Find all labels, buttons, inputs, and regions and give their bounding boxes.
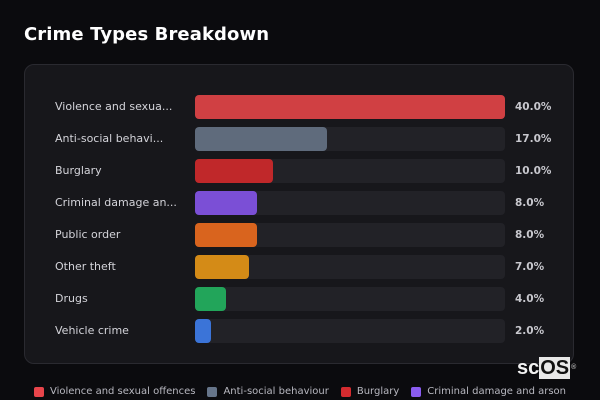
bar-label: Burglary xyxy=(55,164,102,177)
bar-value: 40.0% xyxy=(515,101,552,113)
bar-fill[interactable] xyxy=(195,287,226,311)
bar-value: 17.0% xyxy=(515,133,552,145)
bar-label: Anti-social behavi... xyxy=(55,132,164,145)
registered-icon: ® xyxy=(571,364,577,371)
bar-fill[interactable] xyxy=(195,223,257,247)
bar-track xyxy=(195,255,505,279)
bar-row: Drugs 4.0% xyxy=(25,287,573,311)
legend-swatch-icon xyxy=(207,386,218,397)
bar-value: 2.0% xyxy=(515,325,545,337)
bar-track xyxy=(195,127,505,151)
legend-label: Burglary xyxy=(356,386,400,397)
bar-label: Public order xyxy=(55,228,121,241)
bar-track xyxy=(195,159,505,183)
bar-row: Anti-social behavi... 17.0% xyxy=(25,127,573,151)
bar-value: 10.0% xyxy=(515,165,552,177)
chart-title: Crime Types Breakdown xyxy=(24,24,270,45)
bar-row: Criminal damage an... 8.0% xyxy=(25,191,573,215)
legend-item[interactable]: Burglary xyxy=(340,386,400,397)
bar-track xyxy=(195,223,505,247)
bar-label: Drugs xyxy=(55,292,88,305)
bar-track xyxy=(195,95,505,119)
legend-swatch-icon xyxy=(340,386,351,397)
bar-fill[interactable] xyxy=(195,95,505,119)
bar-fill[interactable] xyxy=(195,127,327,151)
bar-label: Other theft xyxy=(55,260,116,273)
legend-swatch-icon xyxy=(411,386,422,397)
bar-row: Vehicle crime 2.0% xyxy=(25,319,573,343)
watermark-logo: scOS ® xyxy=(517,357,577,379)
bar-value: 8.0% xyxy=(515,197,545,209)
bar-fill[interactable] xyxy=(195,191,257,215)
bar-row: Violence and sexua... 40.0% xyxy=(25,95,573,119)
legend-label: Violence and sexual offences xyxy=(49,386,196,397)
bar-fill[interactable] xyxy=(195,159,273,183)
bar-row: Other theft 7.0% xyxy=(25,255,573,279)
bar-row: Public order 8.0% xyxy=(25,223,573,247)
bar-track xyxy=(195,287,505,311)
bar-label: Vehicle crime xyxy=(55,324,129,337)
legend-item[interactable]: Violence and sexual offences xyxy=(33,386,196,397)
bar-value: 7.0% xyxy=(515,261,545,273)
bar-fill[interactable] xyxy=(195,319,211,343)
bar-value: 4.0% xyxy=(515,293,545,305)
chart-legend: Violence and sexual offences Anti-social … xyxy=(0,386,600,397)
legend-label: Criminal damage and arson xyxy=(427,386,567,397)
legend-item[interactable]: Anti-social behaviour xyxy=(207,386,329,397)
bar-label: Criminal damage an... xyxy=(55,196,177,209)
chart-card: Violence and sexua... 40.0% Anti-social be… xyxy=(24,64,574,364)
legend-swatch-icon xyxy=(33,386,44,397)
legend-item[interactable]: Criminal damage and arson xyxy=(411,386,566,397)
bar-label: Violence and sexua... xyxy=(55,100,173,113)
watermark-prefix: sc xyxy=(517,357,540,379)
bar-track xyxy=(195,191,505,215)
legend-label: Anti-social behaviour xyxy=(223,386,329,397)
bar-value: 8.0% xyxy=(515,229,545,241)
bar-track xyxy=(195,319,505,343)
watermark-box: OS xyxy=(539,357,571,379)
bar-row: Burglary 10.0% xyxy=(25,159,573,183)
bar-fill[interactable] xyxy=(195,255,250,279)
